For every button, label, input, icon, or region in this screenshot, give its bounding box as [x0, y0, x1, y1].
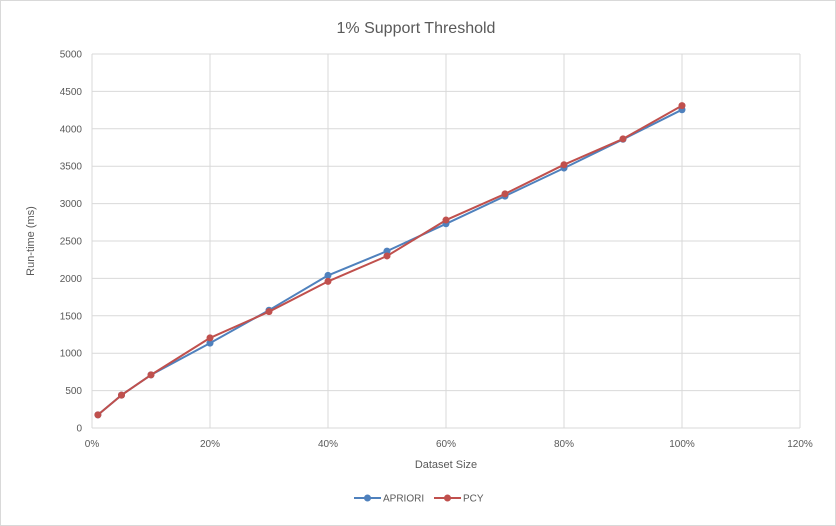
data-point-apriori	[324, 271, 332, 279]
x-tick-label: 0%	[85, 439, 100, 450]
y-tick-label: 3500	[60, 162, 83, 173]
legend-label-apriori: APRIORI	[383, 494, 424, 505]
data-point-pcy	[619, 135, 627, 143]
y-tick-label: 3000	[60, 199, 83, 210]
y-axis-label: Run-time (ms)	[25, 206, 37, 276]
x-tick-label: 100%	[669, 439, 695, 450]
series-line-pcy	[97, 104, 683, 416]
data-point-pcy	[678, 102, 686, 110]
data-point-apriori	[383, 247, 391, 255]
data-point-pcy	[94, 411, 102, 419]
legend: APRIORI PCY	[354, 494, 484, 505]
x-tick-label: 120%	[787, 439, 813, 450]
gridlines	[91, 53, 801, 429]
y-tick-label: 4000	[60, 124, 83, 135]
x-tick-label: 20%	[200, 439, 220, 450]
y-tick-label: 4500	[60, 87, 83, 98]
x-tick-label: 40%	[318, 439, 338, 450]
x-tick-label: 60%	[436, 439, 456, 450]
legend-marker-pcy	[444, 494, 451, 502]
legend-marker-apriori	[364, 494, 371, 502]
y-tick-label: 1000	[60, 349, 83, 360]
y-tick-label: 5000	[60, 50, 83, 61]
x-tick-label: 80%	[554, 439, 574, 450]
tick-labels: 0 500 1000 1500 2000 2500 3000 3500 4000 4500 5000…	[60, 50, 813, 451]
y-tick-label: 500	[65, 386, 82, 397]
y-tick-label: 2500	[60, 237, 83, 248]
chart-title: 1% Support Threshold	[337, 20, 496, 37]
legend-label-pcy: PCY	[463, 494, 484, 505]
data-point-pcy	[383, 252, 391, 260]
data-point-pcy	[560, 161, 568, 169]
x-axis-label: Dataset Size	[415, 459, 477, 471]
data-point-pcy	[206, 334, 214, 342]
data-point-pcy	[501, 190, 509, 198]
data-point-pcy	[442, 216, 450, 224]
data-point-pcy	[265, 308, 273, 316]
series-lines	[94, 102, 686, 419]
data-point-pcy	[147, 371, 155, 379]
y-tick-label: 1500	[60, 311, 83, 322]
data-point-pcy	[118, 391, 125, 399]
data-point-pcy	[324, 277, 332, 285]
y-tick-label: 2000	[60, 274, 83, 285]
data-point-apriori	[206, 339, 214, 347]
y-tick-label: 0	[76, 424, 82, 435]
